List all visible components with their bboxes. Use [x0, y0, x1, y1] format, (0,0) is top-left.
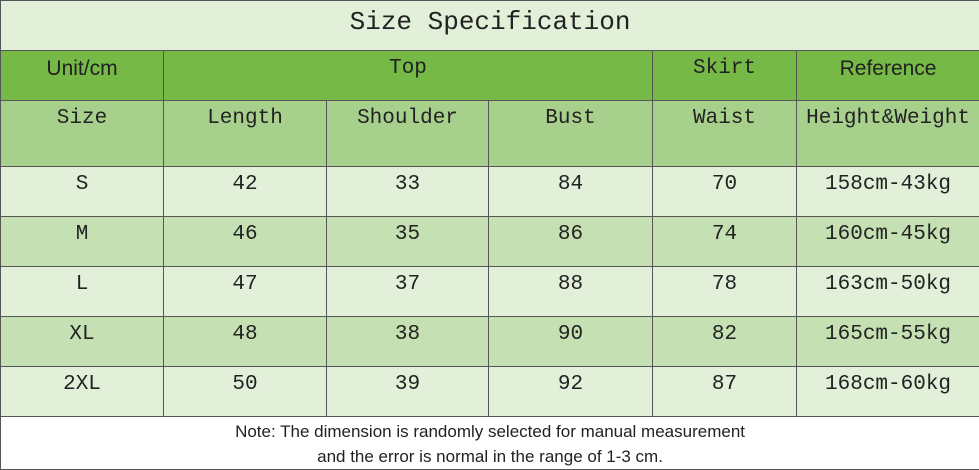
group-header: Top — [164, 51, 653, 101]
cell: 33 — [327, 167, 489, 217]
column-header: Height&Weight — [797, 101, 979, 167]
note-row: Note: The dimension is randomly selected… — [1, 417, 979, 470]
cell: 2XL — [1, 367, 164, 417]
cell: L — [1, 267, 164, 317]
cell: 163cm-50kg — [797, 267, 979, 317]
title: Size Specification — [1, 1, 979, 51]
cell: 35 — [327, 217, 489, 267]
cell: 82 — [653, 317, 797, 367]
column-header: Bust — [489, 101, 653, 167]
cell: 90 — [489, 317, 653, 367]
cell: 50 — [164, 367, 327, 417]
note: Note: The dimension is randomly selected… — [1, 417, 979, 470]
group-header: Unit/cm — [1, 51, 164, 101]
cell: 168cm-60kg — [797, 367, 979, 417]
cell: M — [1, 217, 164, 267]
cell: 37 — [327, 267, 489, 317]
cell: 78 — [653, 267, 797, 317]
note-line: Note: The dimension is randomly selected… — [5, 419, 975, 444]
cell: 38 — [327, 317, 489, 367]
column-header: Shoulder — [327, 101, 489, 167]
cell: 39 — [327, 367, 489, 417]
cell: 47 — [164, 267, 327, 317]
cell: 48 — [164, 317, 327, 367]
cell: 87 — [653, 367, 797, 417]
group-header-row: Unit/cm Top Skirt Reference — [1, 51, 979, 101]
cell: 74 — [653, 217, 797, 267]
column-header: Length — [164, 101, 327, 167]
cell: 46 — [164, 217, 327, 267]
cell: 42 — [164, 167, 327, 217]
group-header: Reference — [797, 51, 979, 101]
column-header: Waist — [653, 101, 797, 167]
cell: 88 — [489, 267, 653, 317]
column-header-row: Size Length Shoulder Bust Waist Height&W… — [1, 101, 979, 167]
note-line: and the error is normal in the range of … — [5, 444, 975, 469]
cell: S — [1, 167, 164, 217]
cell: 160cm-45kg — [797, 217, 979, 267]
cell: 70 — [653, 167, 797, 217]
cell: 86 — [489, 217, 653, 267]
column-header: Size — [1, 101, 164, 167]
cell: 158cm-43kg — [797, 167, 979, 217]
group-header: Skirt — [653, 51, 797, 101]
cell: 92 — [489, 367, 653, 417]
cell: 84 — [489, 167, 653, 217]
cell: XL — [1, 317, 164, 367]
title-row: Size Specification — [1, 1, 979, 51]
cell: 165cm-55kg — [797, 317, 979, 367]
